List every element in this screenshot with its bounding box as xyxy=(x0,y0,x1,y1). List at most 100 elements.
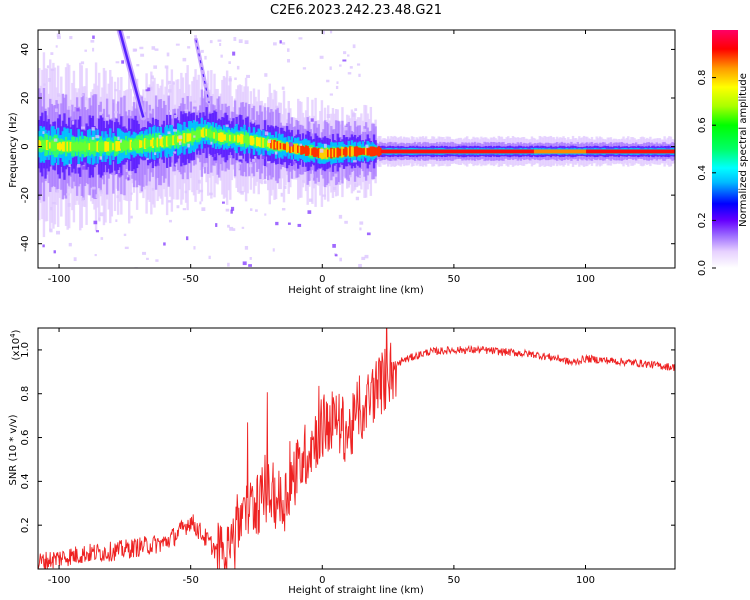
spectrogram-speckle xyxy=(173,151,177,154)
spectrogram-core-cell xyxy=(443,149,447,154)
spectrogram-core-cell xyxy=(612,149,616,154)
spectrogram-speckle xyxy=(272,248,275,252)
spectrogram-core-cell xyxy=(72,143,76,151)
spectrogram-core-cell xyxy=(317,147,320,159)
spectrogram-core-cell xyxy=(483,149,486,154)
spectrogram-speckle xyxy=(166,52,170,57)
colorbar-tick-label: 0.4 xyxy=(697,165,708,181)
spectrogram-core-cell xyxy=(293,143,297,154)
snr-y-label: SNR (10 * v/v) xyxy=(8,414,19,485)
spectrogram-speckle xyxy=(121,60,125,64)
spectrogram-core-cell xyxy=(79,141,82,152)
spectrogram-core-cell xyxy=(135,140,139,149)
spectrogram-speckle xyxy=(227,224,230,228)
spectrogram-core-cell xyxy=(353,146,357,157)
spectrogram-speckle xyxy=(352,44,356,49)
spectrogram-speckle xyxy=(82,166,86,170)
spectrogram-core-cell xyxy=(469,149,472,154)
spectrogram-core-cell xyxy=(652,149,655,154)
spectrogram-speckle xyxy=(273,42,277,46)
spectrogram-core-cell xyxy=(593,149,597,154)
spectrogram-core-cell xyxy=(486,149,489,154)
spectrogram-speckle xyxy=(255,209,258,212)
spectrogram-speckle xyxy=(193,246,196,250)
spectrogram-speckle xyxy=(230,206,235,211)
spectrogram-core-cell xyxy=(257,137,260,147)
spectrogram-core-cell xyxy=(124,140,128,150)
spectrogram-speckle xyxy=(246,74,250,78)
spectrogram-core-cell xyxy=(420,149,423,154)
spectrogram-core-cell xyxy=(589,149,592,154)
spectrogram-speckle xyxy=(85,97,88,101)
spectrogram-core-cell xyxy=(488,149,491,154)
spectrogram-core-cell xyxy=(311,148,314,156)
spectrogram-core-cell xyxy=(568,149,572,154)
spectrogram-speckle xyxy=(56,230,61,235)
spectrogram-speckle xyxy=(167,200,172,203)
spectrogram-speckle xyxy=(127,177,130,181)
spectrogram-speckle xyxy=(158,135,162,139)
spectrogram-speckle xyxy=(210,141,213,145)
spectrogram-speckle xyxy=(66,193,70,196)
spectrogram-speckle xyxy=(366,232,371,236)
spectrogram-core-cell xyxy=(391,149,395,154)
spectrogram-speckle xyxy=(77,164,81,168)
spectrogram-speckle xyxy=(132,48,137,52)
spectrogram-speckle xyxy=(184,109,189,114)
spectrogram-core-cell xyxy=(292,144,295,153)
spectrogram-x-label: Height of straight line (km) xyxy=(288,285,424,296)
spectrogram-speckle xyxy=(261,156,266,160)
spectrogram-core-cell xyxy=(88,143,91,150)
spectrogram-core-cell xyxy=(158,137,161,148)
spectrogram-core-cell xyxy=(481,149,485,154)
spectrogram-core-cell xyxy=(628,149,632,154)
spectrogram-core-cell xyxy=(377,146,380,157)
spectrogram-speckle xyxy=(53,138,58,142)
colorbar-tick-label: 0.6 xyxy=(697,117,708,133)
spectrogram-speckle xyxy=(347,54,350,57)
spectrogram-speckle xyxy=(50,52,54,55)
spectrogram-speckle xyxy=(163,242,166,246)
spectrogram-speckle xyxy=(287,48,290,52)
spectrogram-core-cell xyxy=(64,141,68,152)
spectrogram-core-cell xyxy=(538,149,542,154)
spectrogram-core-cell xyxy=(214,131,218,142)
spectrogram-core-cell xyxy=(303,147,306,154)
spectrogram-core-cell xyxy=(475,149,478,154)
spectrogram-core-cell xyxy=(454,149,458,154)
spectrogram-core-cell xyxy=(268,139,271,149)
spectrogram-core-cell xyxy=(53,140,57,151)
spectrogram-speckle xyxy=(249,208,253,211)
spectrogram-core-cell xyxy=(418,149,422,154)
spectrogram-core-cell xyxy=(421,149,425,154)
spectrogram-core-cell xyxy=(478,149,482,154)
spectrogram-speckle xyxy=(73,257,77,262)
colorbar: 0.0 0.2 0.4 0.6 0.8 Normalized spectral ampl… xyxy=(697,30,749,276)
spectrogram-speckle xyxy=(81,126,85,130)
spectrogram-core-cell xyxy=(399,149,403,154)
spectrogram-core-cell xyxy=(503,149,507,154)
spectrogram-speckle xyxy=(150,86,153,91)
spectrogram-core-cell xyxy=(104,141,107,152)
spectrogram-speckle xyxy=(287,59,291,63)
spectrogram-core-cell xyxy=(514,149,518,154)
spectrogram-core-cell xyxy=(118,141,121,151)
spectrogram-speckle xyxy=(302,180,305,183)
spectrogram-speckle xyxy=(90,39,95,43)
spectrogram-speckle xyxy=(130,215,133,219)
spectrogram-speckle xyxy=(193,135,196,138)
spectrogram-core-cell xyxy=(161,136,164,148)
spectrogram-core-cell xyxy=(197,130,200,139)
spectrogram-core-cell xyxy=(360,147,363,155)
spectrogram-speckle xyxy=(149,110,152,114)
spectrogram-core-cell xyxy=(412,149,415,154)
spectrogram-speckle xyxy=(67,185,70,189)
spectrogram-speckle xyxy=(174,163,178,166)
spectrogram-speckle xyxy=(248,264,252,267)
spectrogram-core-cell xyxy=(467,149,470,154)
spectrogram-core-cell xyxy=(641,149,644,154)
spectrogram-speckle xyxy=(264,73,268,77)
spectrogram-core-cell xyxy=(98,142,101,151)
spectrogram-speckle xyxy=(142,251,147,255)
